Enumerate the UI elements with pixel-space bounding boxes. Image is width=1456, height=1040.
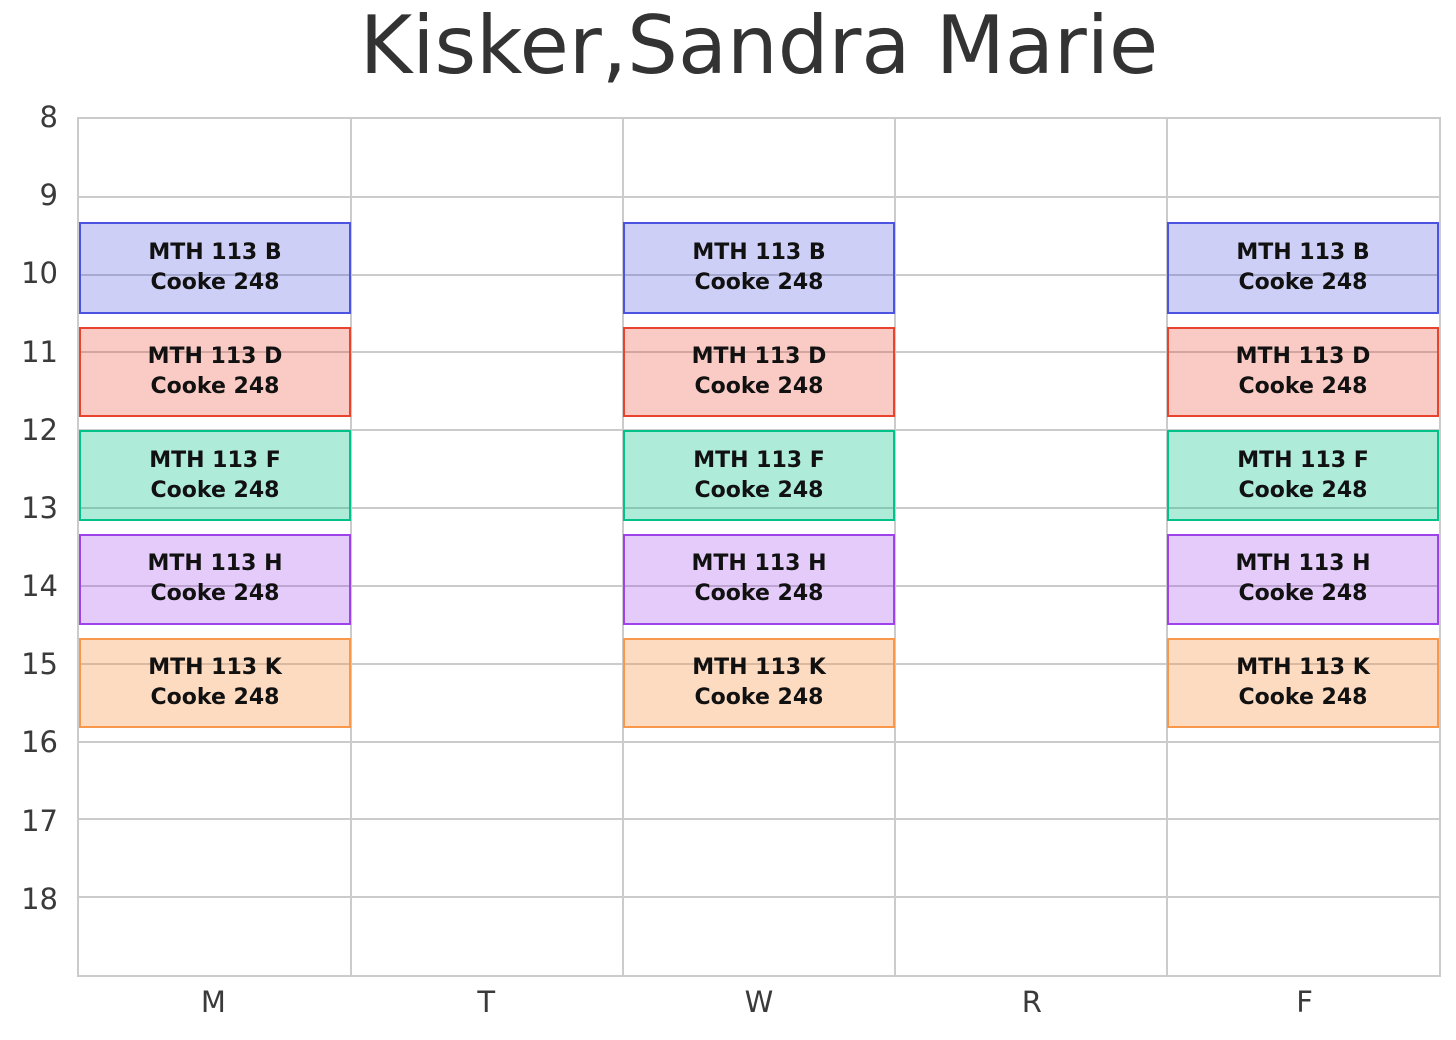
class-block: MTH 113 D Cooke 248 bbox=[623, 326, 895, 418]
hour-gridline bbox=[79, 195, 1439, 198]
hour-gridline bbox=[79, 351, 1439, 354]
class-block-room-label: Cooke 248 bbox=[150, 581, 280, 607]
class-block-room-label: Cooke 248 bbox=[150, 477, 280, 503]
x-tick-label-day: F bbox=[1296, 985, 1313, 1019]
class-block-room-label: Cooke 248 bbox=[1238, 270, 1368, 295]
class-block-course-label: MTH 113 D bbox=[1235, 343, 1371, 369]
class-block: MTH 113 F Cooke 248 bbox=[1167, 430, 1439, 522]
class-block-room-label: Cooke 248 bbox=[694, 685, 824, 711]
class-block: MTH 113 F Cooke 248 bbox=[623, 430, 895, 522]
class-block-room-label: Cooke 248 bbox=[150, 685, 280, 711]
hour-gridline bbox=[79, 662, 1439, 665]
hour-gridline bbox=[79, 584, 1439, 587]
x-tick-label-day: M bbox=[200, 985, 226, 1019]
x-tick-label-day: W bbox=[744, 985, 774, 1019]
class-block-course-label: MTH 113 D bbox=[147, 343, 283, 369]
class-block-room-label: Cooke 248 bbox=[694, 581, 824, 607]
y-tick-label: 8 bbox=[39, 100, 58, 134]
class-block: MTH 113 D Cooke 248 bbox=[79, 326, 351, 418]
y-tick-label: 13 bbox=[21, 490, 58, 525]
class-block: MTH 113 H Cooke 248 bbox=[1167, 533, 1439, 625]
class-block-room-label: Cooke 248 bbox=[150, 373, 280, 399]
hour-gridline bbox=[79, 273, 1439, 276]
class-block-course-label: MTH 113 F bbox=[693, 447, 825, 473]
hour-gridline bbox=[79, 740, 1439, 743]
class-block-course-label: MTH 113 K bbox=[148, 655, 282, 681]
y-tick-label: 12 bbox=[21, 412, 58, 447]
class-block-course-label: MTH 113 H bbox=[691, 551, 827, 577]
class-block: MTH 113 D Cooke 248 bbox=[1167, 326, 1439, 418]
class-block: MTH 113 K Cooke 248 bbox=[1167, 638, 1439, 729]
class-block-course-label: MTH 113 D bbox=[691, 343, 827, 369]
y-tick-label: 16 bbox=[21, 725, 58, 760]
y-tick-label: 17 bbox=[21, 803, 58, 838]
vertical-gridline bbox=[894, 119, 896, 975]
class-block: MTH 113 F Cooke 248 bbox=[79, 430, 351, 522]
class-block: MTH 113 K Cooke 248 bbox=[623, 638, 895, 729]
hour-gridline bbox=[79, 507, 1439, 510]
class-block-room-label: Cooke 248 bbox=[1238, 685, 1368, 711]
y-tick-label: 15 bbox=[21, 647, 58, 682]
y-tick-label: 11 bbox=[21, 334, 58, 369]
y-tick-label: 10 bbox=[21, 256, 58, 291]
class-block-course-label: MTH 113 B bbox=[1236, 240, 1370, 265]
y-tick-label: 9 bbox=[39, 178, 58, 213]
class-block: MTH 113 H Cooke 248 bbox=[79, 533, 351, 625]
hour-gridline bbox=[79, 896, 1439, 899]
class-block: MTH 113 B Cooke 248 bbox=[1167, 222, 1439, 314]
class-block-room-label: Cooke 248 bbox=[150, 270, 280, 295]
class-block-room-label: Cooke 248 bbox=[1238, 477, 1368, 503]
class-block: MTH 113 B Cooke 248 bbox=[79, 222, 351, 314]
y-tick-label: 14 bbox=[21, 569, 58, 604]
hour-gridline bbox=[79, 818, 1439, 821]
class-block-course-label: MTH 113 K bbox=[1236, 655, 1370, 681]
plot-area: MTH 113 B Cooke 248 MTH 113 B Cooke 248 MTH … bbox=[77, 117, 1441, 977]
class-block-course-label: MTH 113 B bbox=[692, 240, 826, 265]
class-block-course-label: MTH 113 K bbox=[692, 655, 826, 681]
class-block-room-label: Cooke 248 bbox=[1238, 373, 1368, 399]
class-block-course-label: MTH 113 H bbox=[147, 551, 283, 577]
class-block: MTH 113 B Cooke 248 bbox=[623, 222, 895, 314]
class-block-course-label: MTH 113 F bbox=[1237, 447, 1369, 473]
class-block: MTH 113 K Cooke 248 bbox=[79, 638, 351, 729]
class-block-room-label: Cooke 248 bbox=[694, 477, 824, 503]
class-block-course-label: MTH 113 B bbox=[148, 240, 282, 265]
class-block-room-label: Cooke 248 bbox=[1238, 581, 1368, 607]
class-block-room-label: Cooke 248 bbox=[694, 373, 824, 399]
chart-title: Kisker,Sandra Marie bbox=[359, 0, 1159, 92]
class-block-course-label: MTH 113 F bbox=[149, 447, 281, 473]
vertical-gridline bbox=[350, 119, 352, 975]
x-tick-label-day: T bbox=[477, 985, 496, 1019]
x-tick-label-day: R bbox=[1021, 985, 1042, 1019]
class-block-course-label: MTH 113 H bbox=[1235, 551, 1371, 577]
class-block-room-label: Cooke 248 bbox=[694, 270, 824, 295]
y-tick-label: 18 bbox=[21, 881, 58, 916]
class-block: MTH 113 H Cooke 248 bbox=[623, 533, 895, 625]
